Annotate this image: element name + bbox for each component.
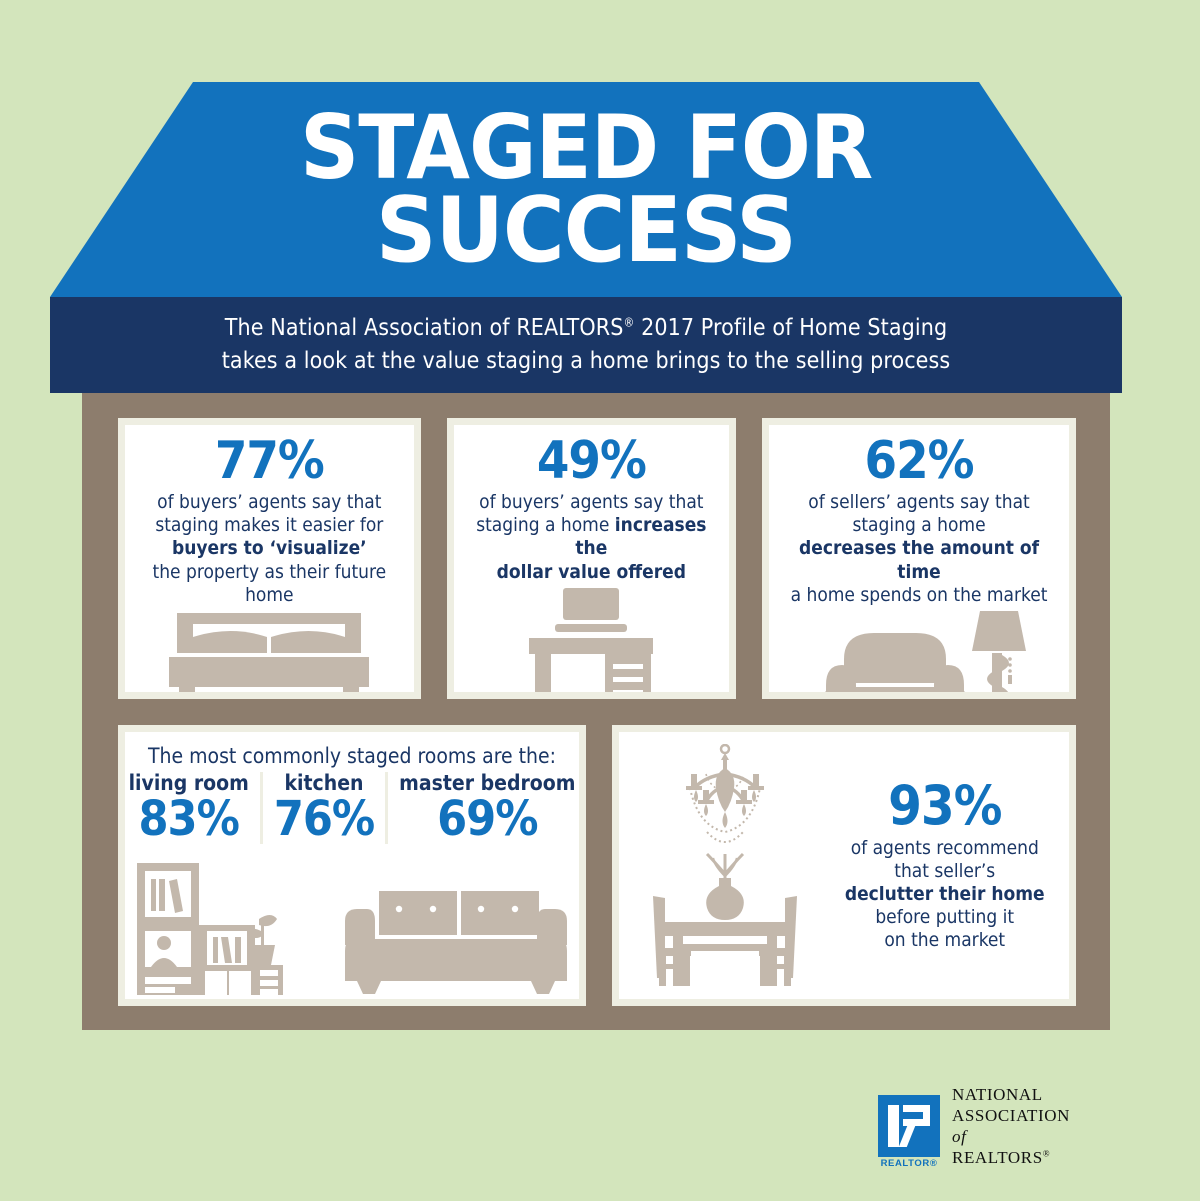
logo-line2-of: of [952, 1127, 967, 1146]
logo-line-3: REALTORS® [952, 1147, 1083, 1168]
stat-description-visualize: of buyers’ agents say that staging makes… [125, 491, 414, 607]
card-inner: 62% of sellers’ agents say that staging … [769, 425, 1069, 692]
desc-line-4: before putting it [875, 906, 1015, 929]
room-label-master-bedroom: master bedroom [399, 771, 576, 795]
armchair-lamp-icon [825, 610, 1027, 692]
stat-percent-49: 49% [536, 431, 647, 491]
stat-card-visualize: 77% of buyers’ agents say that staging m… [118, 418, 421, 699]
subtitle-line-2: takes a look at the value staging a home… [221, 348, 951, 374]
realtor-caption: REALTOR® [880, 1158, 938, 1169]
rooms-stat-row: living room 83% kitchen 76% master bedro… [125, 772, 579, 844]
desc-line-2-bold: decreases the amount of time [799, 537, 1040, 583]
stat-card-grid: 77% of buyers’ agents say that staging m… [118, 418, 1076, 1006]
desc-line-1: of buyers’ agents say that [479, 491, 704, 513]
card-inner: The most commonly staged rooms are the: … [125, 732, 579, 999]
desc-line-3-bold: declutter their home [844, 882, 1045, 905]
r-top [903, 1105, 930, 1112]
desc-line-1: of agents recommend [850, 836, 1039, 859]
registered-mark: ® [623, 315, 635, 330]
stat-card-time-on-market: 62% of sellers’ agents say that staging … [762, 418, 1076, 699]
r-stem [888, 1105, 899, 1147]
bookshelf-icon [137, 863, 283, 995]
room-stat-kitchen: kitchen 76% [259, 771, 385, 848]
room-percent-living-room: 83% [138, 791, 240, 848]
stat-percent-93: 93% [888, 773, 1002, 837]
icon-area [454, 584, 729, 692]
card-inner: 49% of buyers’ agents say that staging a… [453, 425, 730, 692]
room-stat-master-bedroom: master bedroom 69% [385, 772, 579, 844]
stat-card-dollar-value: 49% of buyers’ agents say that staging a… [446, 418, 737, 699]
stat-description-dollar-value: of buyers’ agents say that staging a hom… [454, 491, 729, 584]
card-inner: 77% of buyers’ agents say that staging m… [125, 425, 414, 692]
stat-row-bottom: The most commonly staged rooms are the: … [118, 725, 1076, 1006]
desc-line-2: that seller’s [894, 859, 996, 882]
desk-icon [529, 587, 654, 692]
stat-description-time-on-market: of sellers’ agents say that staging a ho… [769, 491, 1069, 607]
stat-card-staged-rooms: The most commonly staged rooms are the: … [118, 725, 586, 1006]
room-label-kitchen: kitchen [284, 771, 364, 795]
r-mid [903, 1119, 930, 1126]
desc-line-2: staging makes it easier for [155, 514, 384, 537]
icon-area [125, 607, 414, 692]
desc-line-1: of buyers’ agents say that [157, 491, 382, 513]
stat-percent-77: 77% [214, 431, 325, 491]
realtor-r-icon: REALTOR® [878, 1095, 940, 1169]
roof-polygon [50, 82, 1122, 297]
stat-card-declutter: 93% of agents recommend that seller’s de… [612, 725, 1076, 1006]
logo-line2-main: ASSOCIATION [952, 1105, 1071, 1125]
subtitle-band: The National Association of REALTORS® 20… [50, 297, 1122, 393]
subtitle-line1-a: The National Association of REALTORS [224, 315, 624, 342]
card-inner: 93% of agents recommend that seller’s de… [619, 732, 1069, 999]
logo-line-1: NATIONAL [952, 1084, 1043, 1104]
desc-line-3-bold: dollar value offered [496, 560, 686, 583]
subtitle-line-1: The National Association of REALTORS® 20… [225, 312, 947, 345]
icon-area [619, 732, 831, 999]
desc-line-3-bold: buyers to ‘visualize’ [171, 537, 367, 560]
desc-line-2-bold: increases the [575, 514, 707, 560]
stat-description-declutter: of agents recommend that seller’s declut… [839, 837, 1051, 953]
logo-line3-main: REALTORS [952, 1148, 1043, 1168]
room-label-living-room: living room [128, 771, 249, 795]
declutter-text-block: 93% of agents recommend that seller’s de… [831, 732, 1070, 999]
logo-line-2: ASSOCIATION of [952, 1105, 1083, 1147]
chandelier-icon [685, 744, 764, 844]
r-right [923, 1105, 930, 1125]
dining-table-icon [652, 852, 797, 986]
desc-line-3: a home spends on the market [790, 583, 1048, 606]
room-percent-kitchen: 76% [273, 791, 375, 848]
nar-logo-text: NATIONAL ASSOCIATION of REALTORS® [952, 1084, 1083, 1168]
room-percent-master-bedroom: 69% [437, 791, 538, 848]
desc-line-2: staging a home [476, 514, 615, 537]
desc-line-4: the property as their future home [152, 560, 387, 606]
stat-percent-62: 62% [864, 431, 975, 491]
icon-area [769, 607, 1069, 692]
r-leg [898, 1126, 916, 1147]
desc-line-5: on the market [884, 929, 1006, 952]
desc-line-1: of sellers’ agents say that staging a ho… [808, 491, 1030, 537]
rooms-heading: The most commonly staged rooms are the: [147, 744, 557, 768]
subtitle-line1-b: 2017 Profile of Home Staging [634, 315, 948, 342]
sofa-icon [345, 891, 567, 994]
logo-registered-mark: ® [1042, 1148, 1051, 1159]
stat-row-top: 77% of buyers’ agents say that staging m… [118, 418, 1076, 699]
icon-area [125, 844, 579, 999]
bed-icon [169, 612, 370, 692]
roof-shape: STAGED FOR SUCCESS [50, 82, 1122, 297]
room-stat-living-room: living room 83% [125, 772, 260, 844]
nar-logo: REALTOR® NATIONAL ASSOCIATION of REALTOR… [878, 1084, 1083, 1169]
